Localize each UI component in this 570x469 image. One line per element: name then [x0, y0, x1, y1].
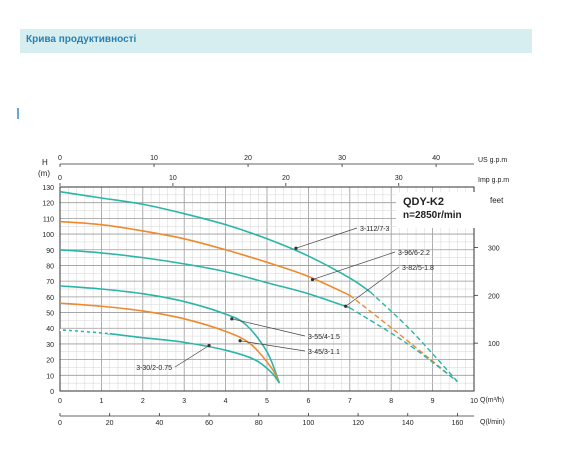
y-tick-label: 10: [46, 373, 54, 380]
x-tick-label: 6: [306, 398, 310, 405]
x-tick-label: 0: [58, 398, 62, 405]
section-header: Крива продуктивності: [20, 29, 532, 53]
lmin-tick-label: 100: [303, 420, 315, 427]
leader-line: [231, 318, 306, 337]
y-tick-label: 20: [46, 358, 54, 365]
series-line-3-55/4-1.5: [59, 285, 281, 384]
series-lines: [59, 190, 458, 384]
imp-gpm-tick-label: 30: [395, 175, 403, 182]
side-marker: [17, 108, 19, 119]
y-tick-label: 30: [46, 342, 54, 349]
q-m3h-label: Q(m³/h): [480, 397, 504, 404]
y-tick-label: 110: [43, 216, 54, 223]
lmin-tick-label: 140: [402, 420, 414, 427]
imp-gpm-tick-label: 0: [58, 175, 62, 182]
us-gpm-tick-label: 0: [58, 155, 62, 162]
y-tick-label: 0: [50, 389, 54, 396]
series-dashed-3-112/7-3: [370, 291, 458, 383]
chart-subtitle: n=2850r/min: [403, 210, 462, 221]
series-labels: 3-112/7-3 3-96/6-2.2 3-82/5-1.8 3-55/4-1.5 3…: [136, 226, 434, 372]
leader-line: [345, 266, 400, 307]
x-tick-label: 4: [224, 398, 228, 405]
y-tick-label: 70: [46, 279, 54, 286]
y-tick-label: 40: [46, 326, 54, 333]
imp-gpm-tick-label: 20: [282, 175, 290, 182]
leader-line: [312, 251, 396, 280]
series-label: 3-112/7-3: [360, 226, 390, 233]
leader-dot: [344, 304, 348, 308]
x-tick-label: 2: [141, 398, 145, 405]
y-axis-label: H: [42, 158, 48, 167]
y-tick-label: 90: [46, 248, 54, 255]
series-dashed-start-3-30/2-0.75: [59, 328, 110, 335]
plot-frame: [59, 186, 475, 392]
leader-dot: [207, 343, 211, 348]
us-gpm-tick-label: 10: [150, 155, 158, 162]
series-label: 3-82/5-1.8: [402, 265, 434, 272]
x-tick-label: 3: [182, 398, 186, 405]
us-gpm-tick-label: 40: [432, 155, 440, 162]
lmin-tick-label: 0: [58, 420, 62, 427]
leader-dot: [230, 317, 234, 321]
lmin-tick-label: 120: [352, 420, 364, 427]
lmin-tick-label: 20: [106, 420, 114, 427]
imp-gpm-label: Imp g.p.m: [478, 177, 509, 184]
y-tick-label: 50: [46, 311, 54, 318]
leader-dot: [238, 339, 242, 343]
series-label: 3-55/4-1.5: [308, 334, 340, 341]
y-tick-label: 100: [42, 232, 54, 239]
chart-title-box: QDY-K2 n=2850r/min: [396, 192, 476, 228]
y-right-tick-label: 300: [488, 246, 500, 253]
lmin-tick-label: 160: [452, 420, 464, 427]
us-gpm-tick-label: 30: [338, 155, 346, 162]
series-line-3-112/7-3: [59, 190, 371, 293]
x-tick-label: 9: [431, 398, 435, 405]
x-tick-label: 5: [265, 398, 269, 405]
series-dashed-3-96/6-2.2: [349, 294, 458, 383]
series-dashed-3-82/5-1.8: [349, 307, 458, 383]
x-tick-label: 8: [389, 398, 393, 405]
series-line-3-45/3-1.1: [59, 302, 281, 384]
leader-line: [240, 340, 306, 352]
y-right-tick-label: 200: [488, 293, 500, 300]
leader-line: [295, 227, 358, 249]
series-line-3-82/5-1.8: [59, 248, 351, 309]
y-tick-label: 130: [42, 185, 54, 192]
imp-gpm-tick-label: 10: [169, 175, 177, 182]
series-label: 3-96/6-2.2: [398, 250, 430, 257]
leader-line: [174, 345, 210, 368]
y-tick-label: 80: [46, 263, 54, 270]
x-tick-label: 1: [99, 398, 103, 405]
x-tick-label: 10: [470, 398, 478, 405]
y-tick-label: 60: [46, 295, 54, 302]
y-right-tick-label: 100: [488, 341, 500, 348]
lmin-tick-label: 80: [255, 420, 263, 427]
y-tick-label: 120: [42, 201, 54, 208]
y-axis-unit: (m): [38, 169, 50, 178]
q-lmin-label: Q(l/min): [480, 419, 505, 426]
chart-title: QDY-K2: [403, 196, 444, 208]
lmin-tick-label: 60: [205, 420, 213, 427]
y-right-axis-label: feet: [490, 196, 504, 205]
x-tick-label: 7: [348, 398, 352, 405]
us-gpm-tick-label: 20: [244, 155, 252, 162]
series-label: 3-45/3-1.1: [308, 349, 340, 356]
lmin-tick-label: 40: [155, 420, 163, 427]
leader-dot: [294, 246, 298, 250]
section-title: Крива продуктивності: [26, 34, 137, 45]
series-label: 3-30/2-0.75: [136, 365, 172, 372]
series-line-3-96/6-2.2: [59, 220, 351, 297]
us-gpm-label: US g.p.m: [478, 157, 507, 164]
leader-dot: [310, 277, 315, 282]
axes: 0102030405060708090100110120130100200300…: [42, 155, 499, 427]
